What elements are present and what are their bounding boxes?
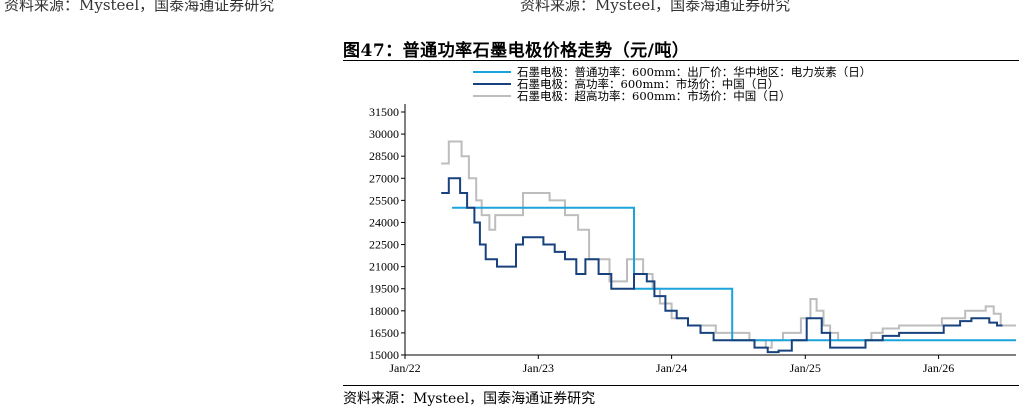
y-tick-label: 15000 (369, 348, 399, 362)
clipped-text-right: 资料来源：Mysteel，国泰海通证券研究 (520, 0, 791, 14)
clipped-previous-figure-text: 资料来源：Mysteel，国泰海通证券研究 资料来源：Mysteel，国泰海通证… (0, 0, 1029, 16)
y-tick-label: 19500 (369, 282, 399, 296)
x-tick-label: Jan/24 (656, 361, 687, 375)
chart-legend: 石墨电极：普通功率：600mm：出厂价：华中地区：电力炭素（日）石墨电极：高功率… (473, 65, 871, 103)
y-axis: 15000 16500 18000 19500 21000 22500 24000 25500… (369, 104, 406, 362)
series-lines (441, 140, 1016, 354)
x-tick-label: Jan/25 (790, 361, 821, 375)
line-chart: 石墨电极：普通功率：600mm：出厂价：华中地区：电力炭素（日）石墨电极：高功率… (369, 65, 1016, 375)
y-tick-label: 22500 (369, 238, 399, 252)
legend-label-1: 石墨电极：普通功率：600mm：出厂价：华中地区：电力炭素（日） (517, 65, 871, 79)
series-line-2 (441, 177, 1003, 354)
y-tick-label: 18000 (369, 304, 399, 318)
legend-label-3: 石墨电极：超高功率：600mm：市场价：中国（日） (517, 89, 791, 103)
title-rule (343, 60, 1019, 61)
y-tick-label: 25500 (369, 193, 399, 207)
legend-label-2: 石墨电极：高功率：600mm：市场价：中国（日） (517, 77, 779, 91)
x-tick-label: Jan/26 (923, 361, 954, 375)
y-tick-label: 16500 (369, 326, 399, 340)
clipped-text-left: 资料来源：Mysteel，国泰海通证券研究 (4, 0, 275, 14)
x-tick-label: Jan/23 (523, 361, 554, 375)
figure-title: 图47：普通功率石墨电极价格走势（元/吨） (343, 41, 690, 61)
y-tick-label: 21000 (369, 260, 399, 274)
y-tick-label: 28500 (369, 149, 399, 163)
y-tick-label: 27000 (369, 171, 399, 185)
source-rule (343, 385, 1019, 386)
x-tick-label: Jan/22 (389, 361, 420, 375)
x-axis: Jan/22 Jan/23 Jan/24 Jan/25 Jan/26 (389, 354, 1016, 375)
series-line-1 (452, 206, 1016, 342)
y-tick-label: 31500 (369, 105, 399, 119)
y-tick-label: 24000 (369, 215, 399, 229)
source-note: 资料来源：Mysteel，国泰海通证券研究 (343, 391, 596, 407)
y-tick-label: 30000 (369, 127, 399, 141)
series-line-3 (441, 140, 1016, 349)
